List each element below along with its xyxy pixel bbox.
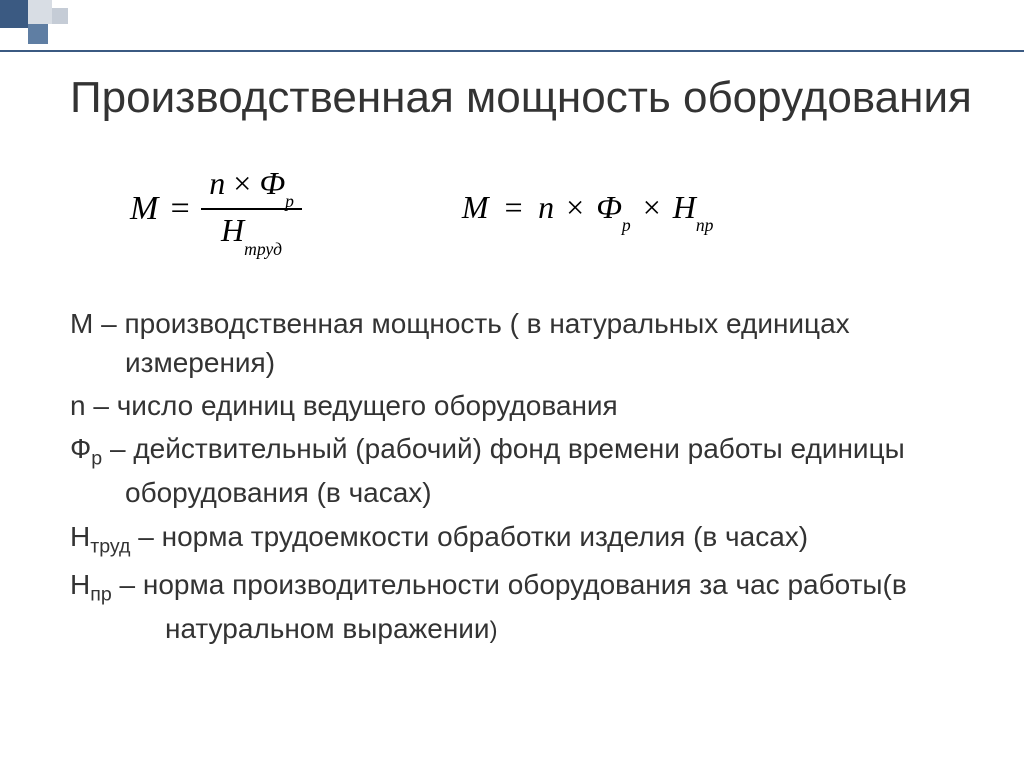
- sym-n: n: [538, 189, 554, 225]
- def-subscript: труд: [90, 535, 130, 557]
- deco-square: [52, 8, 68, 24]
- sym-m: M: [462, 189, 489, 225]
- def-symbol: Н: [70, 569, 90, 600]
- def-symbol: М: [70, 308, 93, 339]
- sub-r: р: [622, 215, 631, 235]
- def-text: – действительный (рабочий) фонд времени …: [102, 433, 905, 508]
- def-subscript: пр: [90, 583, 112, 605]
- def-tail: ): [490, 617, 498, 644]
- definition-row: Фр – действительный (рабочий) фонд време…: [70, 429, 984, 512]
- definition-row: М – производственная мощность ( в натура…: [70, 304, 984, 382]
- formula-row: M = n × Фр Нтруд M = n × Фр × Нпр: [130, 165, 984, 254]
- def-text: – норма производительности оборудования …: [112, 569, 907, 644]
- slide-content: Производственная мощность оборудования M…: [70, 70, 984, 652]
- definition-row: Нтруд – норма трудоемкости обработки изд…: [70, 517, 984, 561]
- def-symbol: Ф: [70, 433, 91, 464]
- def-text: – число единиц ведущего оборудования: [86, 390, 618, 421]
- fraction: n × Фр Нтруд: [201, 165, 302, 254]
- sym-h: Н: [673, 189, 696, 225]
- definitions-list: М – производственная мощность ( в натура…: [70, 304, 984, 648]
- sym-n: n: [209, 165, 225, 201]
- sub-trud: труд: [244, 239, 282, 259]
- definition-row: n – число единиц ведущего оборудования: [70, 386, 984, 425]
- definition-row: Нпр – норма производительности оборудова…: [70, 565, 984, 648]
- formula-eq: =: [168, 190, 191, 228]
- times-icon: ×: [566, 189, 584, 225]
- numerator: n × Фр: [201, 165, 302, 210]
- deco-square: [0, 0, 28, 28]
- deco-square: [28, 0, 52, 24]
- formula-product: M = n × Фр × Нпр: [462, 189, 714, 230]
- def-text: – производственная мощность ( в натураль…: [93, 308, 849, 378]
- def-symbol: Н: [70, 521, 90, 552]
- formula-lhs: M: [130, 190, 158, 228]
- times-icon: ×: [643, 189, 661, 225]
- def-subscript: р: [91, 448, 102, 470]
- formula-fraction: M = n × Фр Нтруд: [130, 165, 302, 254]
- sym-phi: Ф: [259, 165, 285, 201]
- denominator: Нтруд: [221, 210, 282, 253]
- sym-phi: Ф: [596, 189, 622, 225]
- sub-r: р: [285, 191, 294, 211]
- sub-pr: пр: [696, 215, 714, 235]
- deco-square: [28, 24, 48, 44]
- corner-decoration: [0, 0, 100, 50]
- sym-h: Н: [221, 212, 244, 248]
- def-text: – норма трудоемкости обработки изделия (…: [130, 521, 808, 552]
- horizontal-divider: [0, 50, 1024, 52]
- times-icon: ×: [233, 165, 251, 201]
- formula-eq: =: [503, 189, 525, 225]
- def-symbol: n: [70, 390, 86, 421]
- slide-title: Производственная мощность оборудования: [70, 70, 984, 125]
